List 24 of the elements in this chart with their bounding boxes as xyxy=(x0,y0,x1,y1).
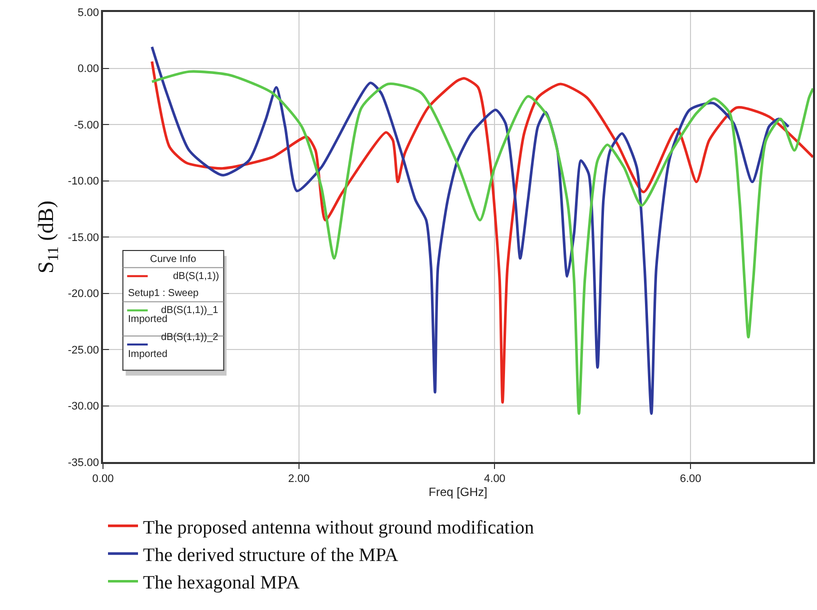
legend-label: The proposed antenna without ground modification xyxy=(143,517,534,538)
legend-label: The derived structure of the MPA xyxy=(143,544,398,566)
annotation: Imported xyxy=(128,349,168,360)
x-axis-title: Freq [GHz] xyxy=(428,484,488,499)
annotation: dB(S(1,1))_1 xyxy=(161,305,219,316)
y-tick-label: -15.00 xyxy=(68,232,100,244)
y-tick-label: -5.00 xyxy=(74,119,100,132)
x-tick-label: 2.00 xyxy=(288,472,310,485)
x-tick-label: 0.00 xyxy=(92,472,114,485)
y-tick-label: -25.00 xyxy=(68,344,100,356)
y-tick-label: 5.00 xyxy=(78,6,100,19)
annotation: dB(S(1,1))_2 xyxy=(161,332,219,343)
y-tick-label: -30.00 xyxy=(68,400,100,413)
y-tick-label: 0.00 xyxy=(78,63,100,76)
y-tick-label: -20.00 xyxy=(68,288,100,300)
x-tick-label: 4.00 xyxy=(484,472,506,485)
y-tick-label: -10.00 xyxy=(68,176,100,188)
legend-label: The hexagonal MPA xyxy=(143,572,300,594)
annotation: Curve Info xyxy=(150,254,197,265)
annotation: Setup1 : Sweep xyxy=(128,288,200,299)
annotation: Imported xyxy=(128,314,168,325)
x-tick-label: 6.00 xyxy=(680,472,702,485)
y-tick-label: -35.00 xyxy=(68,456,100,469)
annotation: dB(S(1,1)) xyxy=(173,271,220,282)
